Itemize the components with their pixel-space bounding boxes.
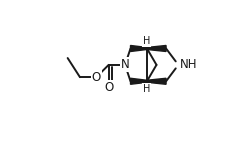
Text: H: H (143, 84, 151, 94)
Polygon shape (131, 45, 147, 52)
Text: N: N (121, 58, 130, 71)
Text: NH: NH (180, 58, 197, 71)
Text: H: H (143, 36, 151, 46)
Text: O: O (92, 71, 101, 84)
Polygon shape (147, 78, 166, 84)
Text: O: O (104, 81, 113, 94)
Polygon shape (131, 78, 147, 84)
Polygon shape (147, 45, 166, 52)
